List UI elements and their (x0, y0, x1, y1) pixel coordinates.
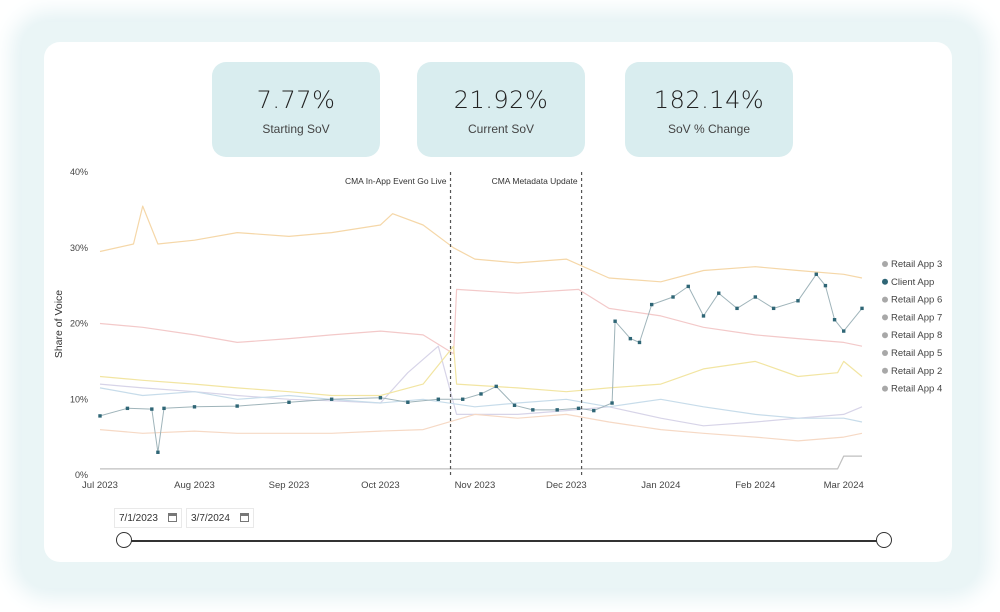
series-line-retail-app-2 (99, 413, 863, 442)
start-date-value: 7/1/2023 (119, 512, 158, 524)
calendar-icon[interactable] (240, 513, 249, 522)
start-date-input[interactable]: 7/1/2023 (114, 508, 182, 528)
client-app-marker (649, 302, 654, 307)
kpi-current-sov: 21.92% Current SoV (417, 62, 585, 157)
x-tick-label: Mar 2024 (824, 480, 864, 491)
y-tick-label: 10% (70, 394, 88, 404)
kpi-starting-sov: 7.77% Starting SoV (212, 62, 380, 157)
y-tick-label: 40% (70, 167, 88, 177)
client-app-marker (735, 306, 739, 311)
client-app-marker (235, 404, 239, 408)
client-app-marker (842, 329, 846, 333)
client-app-marker (287, 400, 291, 404)
client-app-marker (531, 408, 535, 412)
annotation-label: CMA Metadata Update (492, 176, 578, 186)
x-tick-label: Feb 2024 (735, 480, 775, 491)
kpi-value: 21.92% (453, 86, 549, 114)
client-app-marker (150, 407, 154, 411)
kpi-value: 182.14% (653, 86, 765, 114)
y-axis-label: Share of Voice (53, 290, 65, 358)
series-line-retail-app-5 (99, 387, 863, 423)
client-app-marker (823, 283, 828, 288)
kpi-sov-change: 182.14% SoV % Change (625, 62, 793, 157)
series-line-retail-app-4 (100, 455, 862, 470)
end-date-input[interactable]: 3/7/2024 (186, 508, 254, 528)
client-app-marker (436, 397, 441, 401)
client-app-marker (686, 284, 690, 289)
series-line-retail-app-7 (99, 345, 863, 427)
client-app-marker (814, 272, 818, 276)
legend-label: Retail App 5 (891, 348, 942, 359)
series-line-retail-app-3 (99, 205, 863, 283)
legend-marker (882, 278, 888, 285)
client-app-marker (613, 319, 617, 323)
client-app-marker (192, 405, 197, 409)
kpi-label: Current SoV (467, 122, 535, 136)
client-app-marker (671, 295, 675, 299)
calendar-icon[interactable] (168, 513, 177, 522)
slider-end-handle[interactable] (876, 532, 892, 548)
client-app-marker (832, 318, 837, 322)
y-tick-label: 0% (75, 470, 88, 480)
client-app-marker (701, 314, 706, 318)
legend-label: Retail App 7 (891, 312, 942, 323)
date-range-slider-track[interactable] (124, 540, 884, 542)
legend-label: Retail App 6 (891, 295, 942, 306)
series-line-retail-app-8 (99, 345, 863, 397)
client-app-marker (329, 397, 334, 401)
legend-marker (882, 296, 888, 303)
client-app-marker (162, 406, 166, 411)
client-app-marker (610, 401, 614, 405)
client-app-marker (860, 306, 864, 311)
client-app-marker (555, 408, 559, 412)
x-tick-label: Sep 2023 (269, 480, 310, 491)
client-app-marker (637, 340, 642, 345)
client-app-marker (717, 291, 721, 295)
client-app-marker (479, 392, 483, 396)
end-date-value: 3/7/2024 (191, 512, 230, 524)
slider-start-handle[interactable] (116, 532, 132, 548)
legend-marker (882, 385, 888, 392)
kpi-label: Starting SoV (262, 122, 330, 136)
x-tick-label: Nov 2023 (455, 480, 496, 491)
x-tick-label: Jan 2024 (641, 480, 680, 491)
x-tick-label: Aug 2023 (174, 480, 215, 491)
legend-marker (882, 332, 888, 339)
legend-label: Retail App 3 (891, 259, 942, 270)
legend-label: Retail App 2 (891, 366, 942, 377)
y-tick-label: 20% (70, 319, 88, 329)
client-app-marker (125, 406, 130, 411)
legend-marker (882, 367, 888, 374)
client-app-marker (406, 400, 410, 404)
legend-marker (882, 314, 888, 321)
x-tick-label: Oct 2023 (361, 480, 400, 491)
legend-marker (882, 261, 888, 267)
client-app-marker (512, 403, 517, 408)
legend-label: Retail App 4 (891, 384, 942, 395)
x-tick-label: Dec 2023 (546, 480, 587, 491)
client-app-marker (378, 396, 383, 400)
client-app-marker (796, 299, 800, 303)
y-tick-label: 30% (70, 243, 88, 253)
legend-marker (882, 350, 888, 356)
legend-label: Client App (891, 277, 934, 288)
series-line-client-app (99, 273, 863, 453)
client-app-marker (156, 450, 160, 454)
series-line-retail-app-6 (99, 288, 863, 355)
client-app-marker (576, 406, 581, 411)
x-tick-label: Jul 2023 (82, 480, 118, 491)
client-app-marker (628, 336, 633, 341)
client-app-marker (592, 408, 596, 413)
kpi-label: SoV % Change (667, 122, 751, 136)
kpi-value: 7.77% (256, 86, 336, 114)
annotation-label: CMA In-App Event Go Live (345, 176, 447, 186)
client-app-marker (771, 306, 776, 311)
legend-label: Retail App 8 (891, 330, 942, 341)
client-app-marker (98, 414, 102, 418)
client-app-marker (461, 397, 465, 401)
client-app-marker (494, 384, 498, 389)
client-app-marker (753, 295, 758, 299)
